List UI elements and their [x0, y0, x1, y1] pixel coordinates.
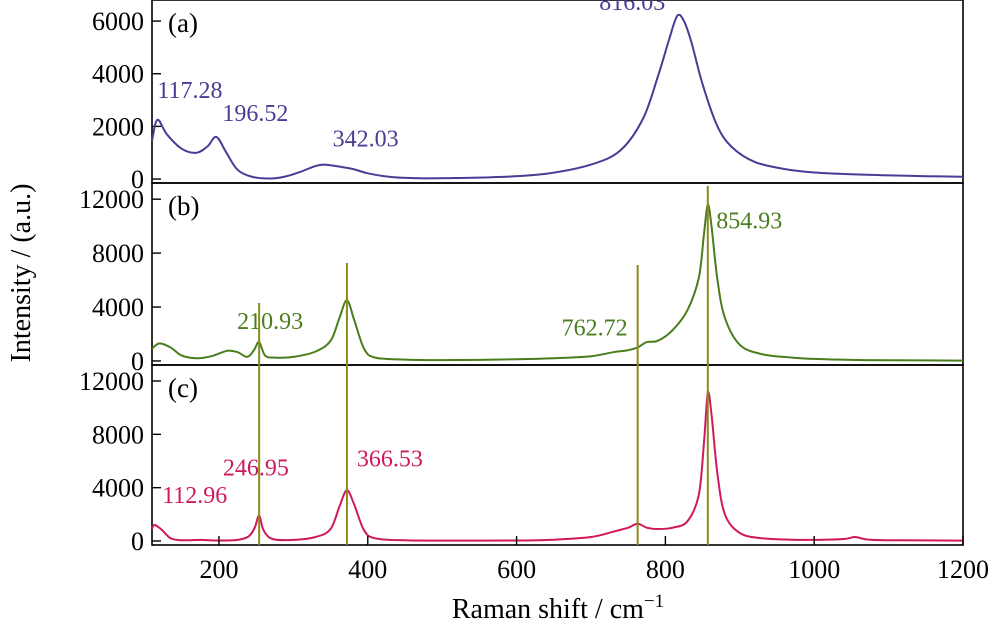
- panel-c-peak-label: 112.96: [162, 483, 227, 509]
- panel-b-y-tick-label: 8000: [92, 239, 144, 268]
- panel-a-y-tick-label: 4000: [92, 60, 144, 89]
- panel-b: 0 4000 8000 12000 (b) 210.93 762.72 854.93: [79, 182, 964, 376]
- panel-a-y-tick-label: 2000: [92, 112, 144, 141]
- panel-c-label: (c): [168, 373, 198, 403]
- x-axis: 200 400 600 800 1000 1200: [199, 536, 989, 584]
- panel-b-peak-label: 210.93: [237, 309, 303, 335]
- panel-a-y-tick-label: 0: [131, 165, 144, 194]
- panel-a-label: (a): [168, 8, 198, 38]
- panel-b-y-tick-label: 4000: [92, 293, 144, 322]
- x-tick-label: 600: [497, 555, 536, 584]
- panel-a-peak-label: 816.03: [599, 0, 665, 16]
- panel-c-frame: [151, 364, 964, 546]
- x-axis-title-superscript: −1: [644, 591, 664, 612]
- panel-c-y-tick-label: 12000: [79, 367, 144, 396]
- y-axis-title: Intensity / (a.u.): [6, 184, 37, 363]
- panel-a-peak-label: 196.52: [222, 101, 288, 127]
- panel-a-frame: [151, 0, 964, 184]
- x-axis-title: Raman shift / cm−1: [452, 591, 664, 625]
- panel-b-frame: [151, 182, 964, 366]
- panel-b-spectrum-line: [151, 203, 964, 362]
- panel-b-peak-label: 854.93: [716, 209, 782, 235]
- panel-a-peak-label: 117.28: [157, 78, 222, 104]
- panel-c-y-tick-label: 8000: [92, 420, 144, 449]
- x-tick-label: 1000: [788, 555, 840, 584]
- x-tick-label: 200: [199, 555, 238, 584]
- reference-lines: [258, 186, 709, 545]
- panel-c-peak-label: 366.53: [357, 446, 423, 472]
- panel-b-y-tick-label: 12000: [79, 185, 144, 214]
- panel-a-spectrum-line: [151, 13, 964, 180]
- panel-a-y-tick-label: 6000: [92, 7, 144, 36]
- x-tick-label: 400: [348, 555, 387, 584]
- panel-b-peak-label: 762.72: [562, 316, 628, 342]
- panel-b-y-tick-label: 0: [131, 347, 144, 376]
- panel-a-peak-label: 342.03: [333, 127, 399, 153]
- x-tick-label: 1200: [937, 555, 989, 584]
- panel-c-y-tick-label: 0: [131, 527, 144, 556]
- panel-c-y-tick-label: 4000: [92, 474, 144, 503]
- panel-c-spectrum-line: [151, 391, 964, 542]
- x-tick-label: 800: [646, 555, 685, 584]
- panel-c-peak-label: 246.95: [223, 456, 289, 482]
- panel-b-label: (b): [168, 191, 199, 221]
